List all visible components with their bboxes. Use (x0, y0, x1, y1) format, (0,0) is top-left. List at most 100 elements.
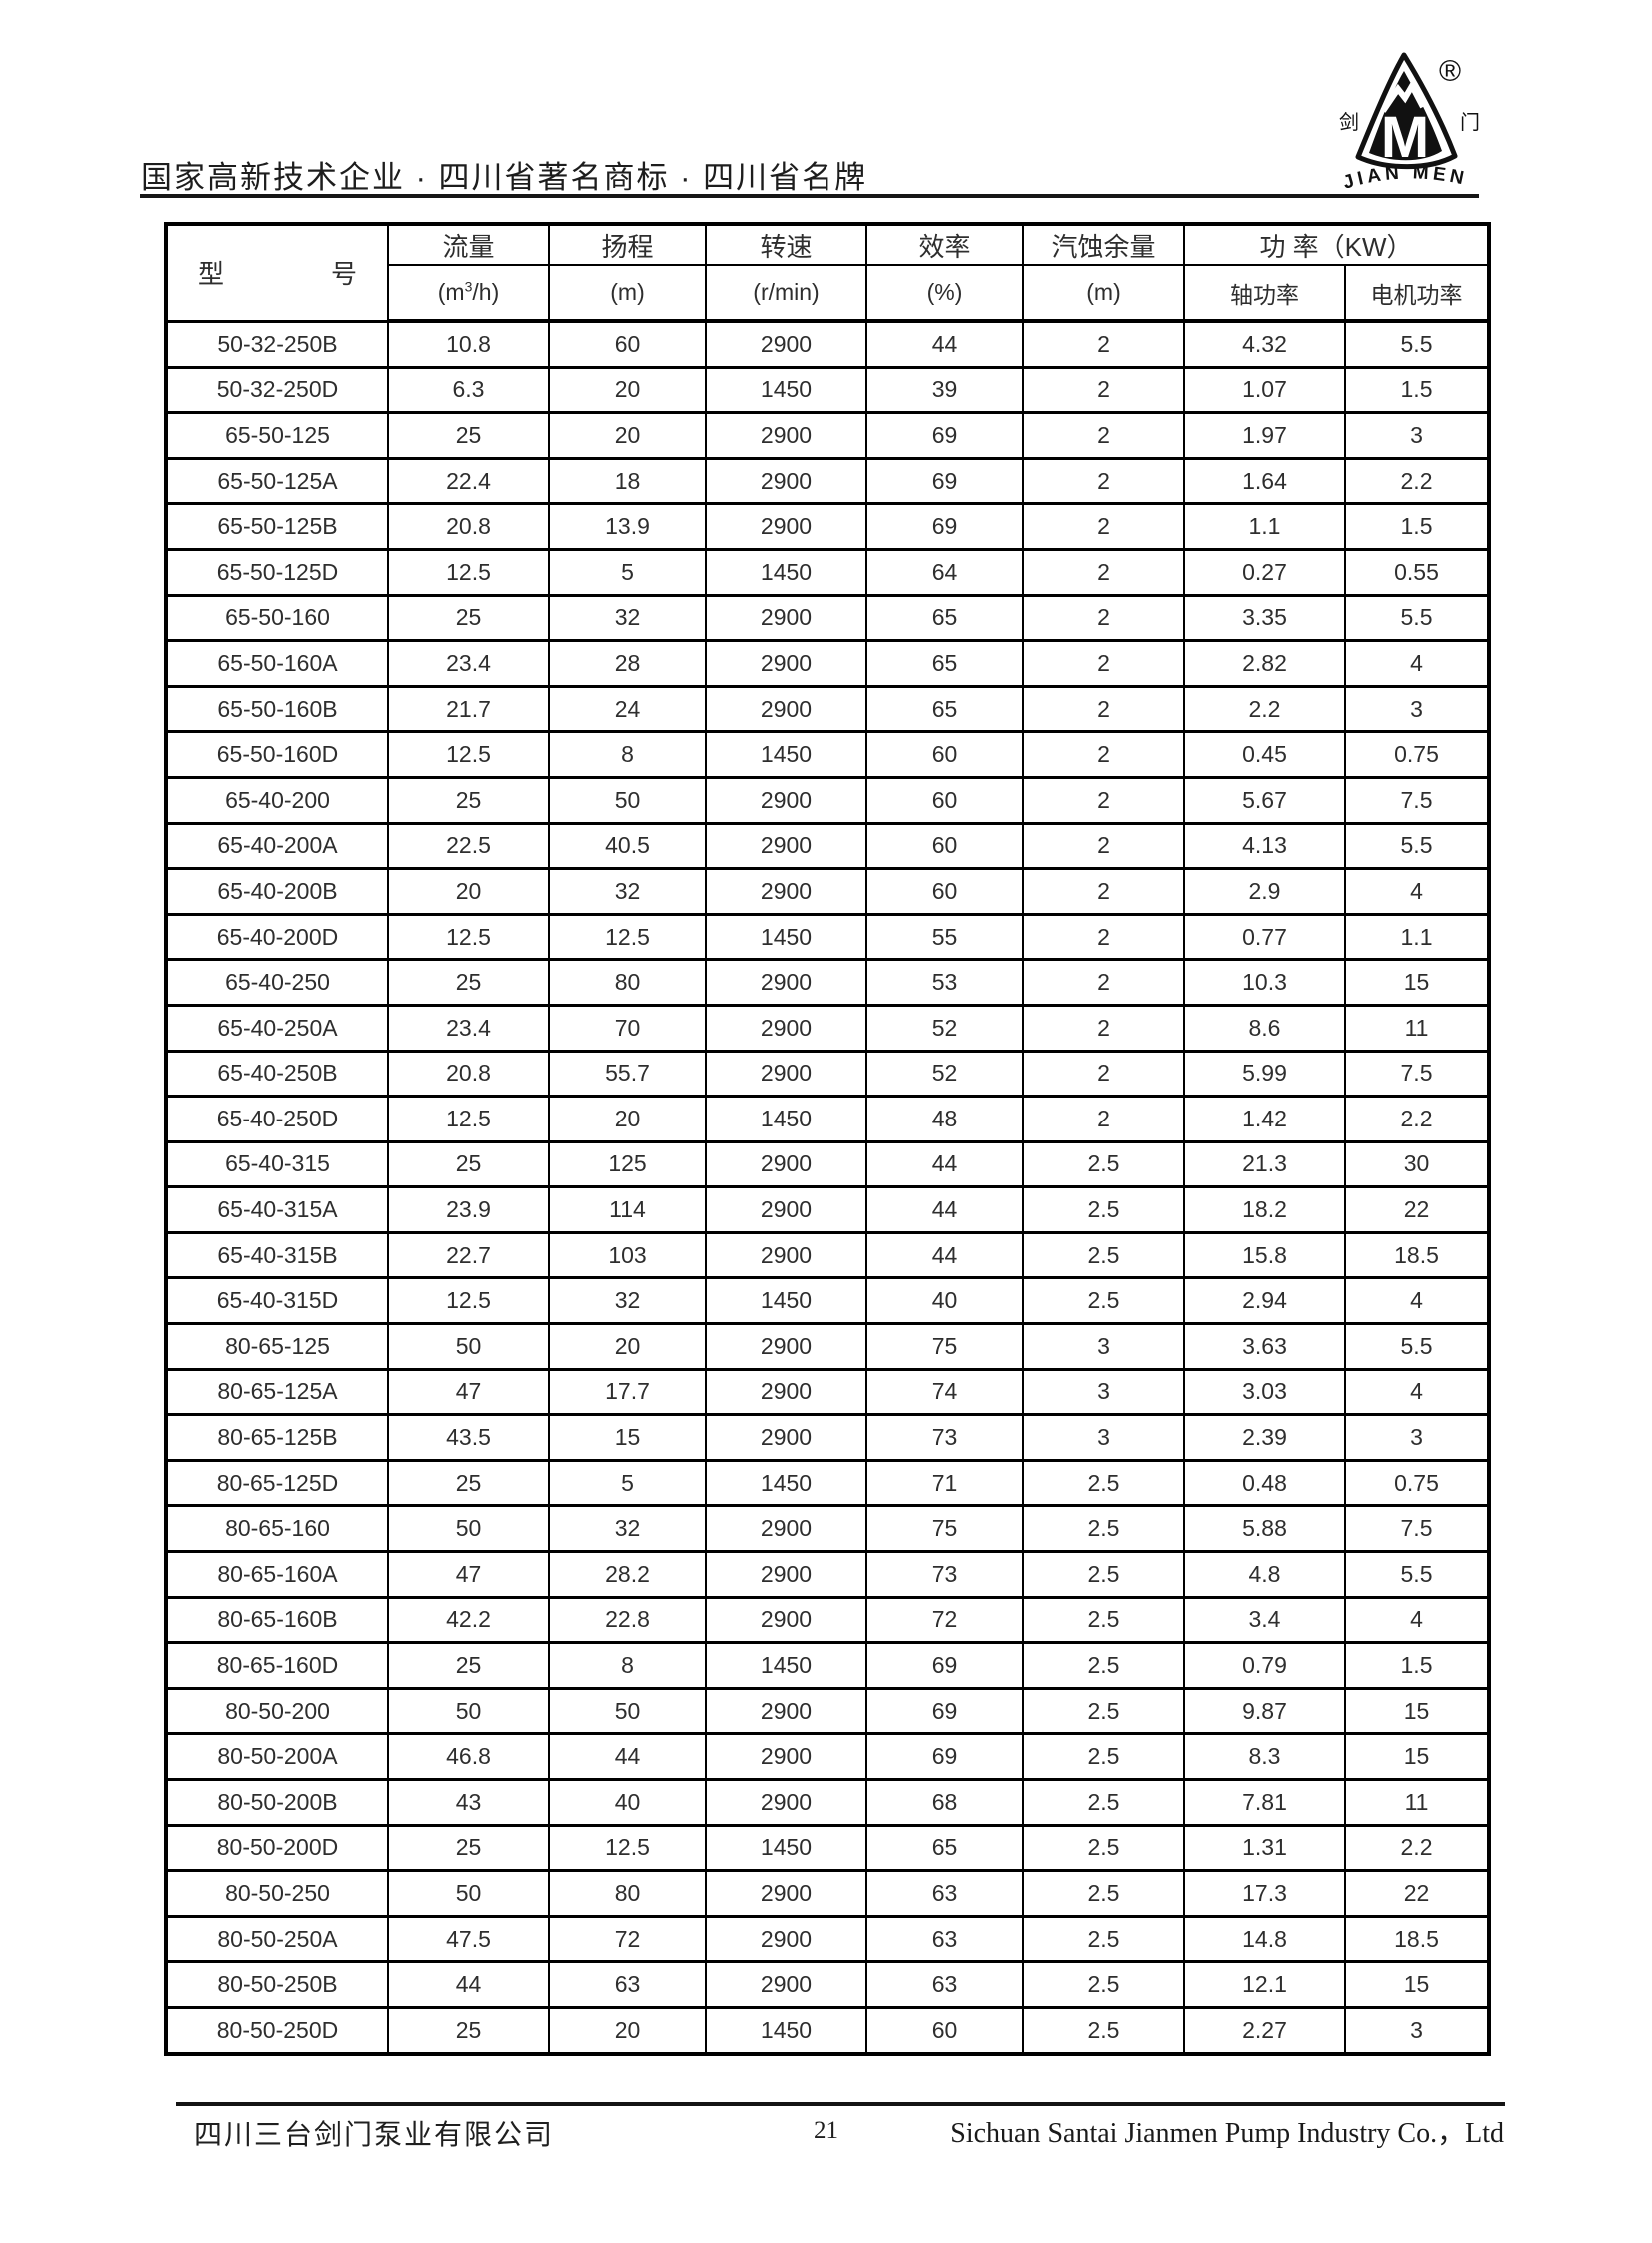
cell-flow: 23.9 (387, 1185, 550, 1234)
table-row: 65-40-315B 22.7 103 2900 44 2.5 15.8 18.5 (165, 1230, 1491, 1280)
cell-speed: 1450 (705, 547, 867, 597)
logo-latin-name: JIAN MEN (1341, 162, 1470, 193)
cell-npsh: 2.5 (1022, 2005, 1185, 2056)
cell-model: 80-65-125D (165, 1458, 389, 1508)
table-row: 80-50-200D 25 12.5 1450 65 2.5 1.31 2.2 (165, 1823, 1491, 1873)
cell-efficiency: 63 (865, 1960, 1024, 2009)
cell-motor-power: 0.55 (1343, 547, 1491, 597)
cell-shaft-power: 8.3 (1183, 1732, 1346, 1781)
cell-head: 32 (548, 1276, 707, 1326)
cell-model: 80-50-200A (165, 1732, 389, 1781)
cell-shaft-power: 5.67 (1183, 775, 1346, 825)
cell-efficiency: 69 (865, 1641, 1024, 1690)
col-header-efficiency: 效率 (865, 222, 1024, 266)
cell-flow: 25 (387, 2005, 550, 2056)
cell-head: 28 (548, 639, 707, 688)
cell-shaft-power: 2.94 (1183, 1276, 1346, 1326)
cell-speed: 1450 (705, 1458, 867, 1508)
table-row: 65-40-200B 20 32 2900 60 2 2.9 4 (165, 867, 1491, 916)
cell-speed: 2900 (705, 1230, 867, 1280)
table-row: 80-65-125 50 20 2900 75 3 3.63 5.5 (165, 1322, 1491, 1371)
cell-flow: 23.4 (387, 639, 550, 688)
table-row: 50-32-250D 6.3 20 1450 39 2 1.07 1.5 (165, 365, 1491, 415)
cell-npsh: 2 (1022, 958, 1185, 1007)
cell-head: 12.5 (548, 912, 707, 962)
table-row: 50-32-250B 10.8 60 2900 44 2 4.32 5.5 (165, 319, 1491, 369)
cell-model: 80-50-250A (165, 1914, 389, 1964)
header-rule (140, 194, 1479, 198)
table-row: 65-50-160B 21.7 24 2900 65 2 2.2 3 (165, 684, 1491, 734)
cell-speed: 2900 (705, 1322, 867, 1371)
cell-efficiency: 39 (865, 365, 1024, 415)
cell-flow: 42.2 (387, 1595, 550, 1645)
table-row: 80-50-250A 47.5 72 2900 63 2.5 14.8 18.5 (165, 1914, 1491, 1964)
table-row: 65-40-315D 12.5 32 1450 40 2.5 2.94 4 (165, 1276, 1491, 1326)
cell-head: 20 (548, 1322, 707, 1371)
cell-model: 50-32-250B (165, 319, 389, 369)
cell-npsh: 2 (1022, 1003, 1185, 1053)
cell-shaft-power: 4.13 (1183, 821, 1346, 871)
col-header-flow: 流量 (387, 222, 550, 266)
cell-npsh: 2 (1022, 411, 1185, 460)
cell-head: 18 (548, 456, 707, 506)
cell-shaft-power: 7.81 (1183, 1778, 1346, 1827)
cell-efficiency: 64 (865, 547, 1024, 597)
cell-shaft-power: 2.39 (1183, 1413, 1346, 1462)
cell-npsh: 2 (1022, 547, 1185, 597)
cell-model: 65-40-315D (165, 1276, 389, 1326)
cell-flow: 20 (387, 867, 550, 916)
cell-shaft-power: 1.42 (1183, 1095, 1346, 1143)
cell-flow: 23.4 (387, 1003, 550, 1053)
cell-speed: 1450 (705, 1276, 867, 1326)
cell-head: 103 (548, 1230, 707, 1280)
cell-npsh: 2 (1022, 456, 1185, 506)
cell-flow: 47.5 (387, 1914, 550, 1964)
cell-npsh: 2.5 (1022, 1732, 1185, 1781)
cell-head: 24 (548, 684, 707, 734)
cell-model: 80-50-250 (165, 1869, 389, 1918)
col-unit-flow: (m3/h) (387, 264, 550, 323)
cell-efficiency: 73 (865, 1550, 1024, 1599)
cell-efficiency: 60 (865, 2005, 1024, 2056)
cell-speed: 2900 (705, 456, 867, 506)
cell-speed: 2900 (705, 958, 867, 1007)
col-header-speed: 转速 (705, 222, 867, 266)
cell-model: 65-50-160A (165, 639, 389, 688)
cell-head: 5 (548, 1458, 707, 1508)
cell-motor-power: 3 (1343, 2005, 1491, 2056)
cell-flow: 43 (387, 1778, 550, 1827)
cell-model: 65-40-315 (165, 1139, 389, 1189)
cell-npsh: 2.5 (1022, 1139, 1185, 1189)
cell-model: 50-32-250D (165, 365, 389, 415)
cell-model: 65-50-160D (165, 730, 389, 779)
cell-head: 20 (548, 411, 707, 460)
table-row: 80-50-200 50 50 2900 69 2.5 9.87 15 (165, 1686, 1491, 1736)
cell-speed: 2900 (705, 639, 867, 688)
cell-speed: 2900 (705, 502, 867, 551)
cell-shaft-power: 1.97 (1183, 411, 1346, 460)
cell-shaft-power: 2.82 (1183, 639, 1346, 688)
cell-efficiency: 75 (865, 1504, 1024, 1554)
cell-flow: 12.5 (387, 547, 550, 597)
cell-flow: 50 (387, 1686, 550, 1736)
cell-motor-power: 5.5 (1343, 593, 1491, 643)
cell-efficiency: 60 (865, 730, 1024, 779)
cell-model: 80-50-250B (165, 1960, 389, 2009)
table-row: 65-50-125A 22.4 18 2900 69 2 1.64 2.2 (165, 456, 1491, 506)
cell-head: 50 (548, 1686, 707, 1736)
cell-motor-power: 1.1 (1343, 912, 1491, 962)
cell-shaft-power: 5.99 (1183, 1049, 1346, 1099)
cell-flow: 22.5 (387, 821, 550, 871)
cell-speed: 2900 (705, 411, 867, 460)
cell-flow: 50 (387, 1869, 550, 1918)
cell-efficiency: 63 (865, 1869, 1024, 1918)
cell-head: 114 (548, 1185, 707, 1234)
table-row: 65-40-200D 12.5 12.5 1450 55 2 0.77 1.1 (165, 912, 1491, 962)
cell-motor-power: 4 (1343, 639, 1491, 688)
cell-shaft-power: 3.35 (1183, 593, 1346, 643)
cell-motor-power: 15 (1343, 958, 1491, 1007)
cell-npsh: 2.5 (1022, 1458, 1185, 1508)
cell-flow: 12.5 (387, 1276, 550, 1326)
cell-flow: 25 (387, 593, 550, 643)
cell-flow: 20.8 (387, 1049, 550, 1099)
